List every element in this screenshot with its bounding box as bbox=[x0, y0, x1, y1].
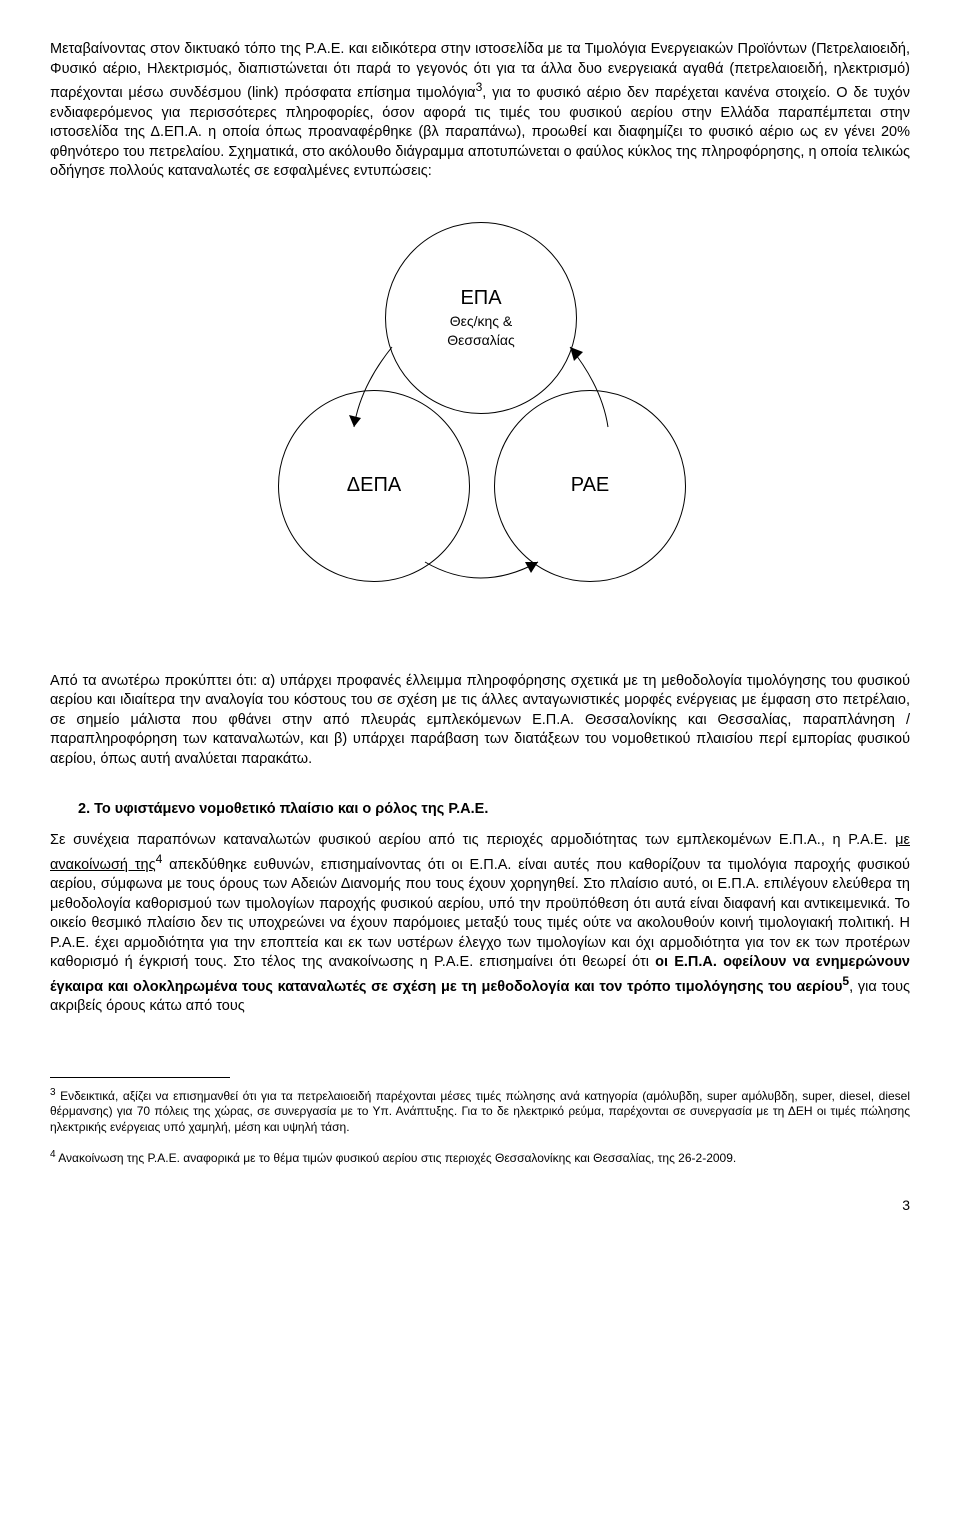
node-depa: ΔΕΠΑ bbox=[278, 390, 470, 582]
node-rae-label: ΡΑΕ bbox=[571, 472, 610, 499]
section-2-title: 2. Το υφιστάμενο νομοθετικό πλαίσιο και … bbox=[50, 800, 910, 820]
footnote-4: 4 Ανακοίνωση της Ρ.Α.Ε. αναφορικά με το … bbox=[50, 1148, 910, 1167]
paragraph-1: Μεταβαίνοντας στον δικτυακό τόπο της Ρ.Α… bbox=[50, 40, 910, 182]
diagram-container: ΕΠΑ Θες/κης & Θεσσαλίας ΔΕΠΑ ΡΑΕ bbox=[50, 222, 910, 622]
page-number: 3 bbox=[50, 1196, 910, 1215]
node-epa-title: ΕΠΑ bbox=[460, 285, 501, 312]
node-epa-sub1: Θες/κης & bbox=[450, 312, 513, 331]
footnote-3-text: Ενδεικτικά, αξίζει να επισημανθεί ότι γι… bbox=[50, 1089, 910, 1134]
node-epa: ΕΠΑ Θες/κης & Θεσσαλίας bbox=[385, 222, 577, 414]
paragraph-2: Από τα ανωτέρω προκύπτει ότι: α) υπάρχει… bbox=[50, 672, 910, 770]
para3-a: Σε συνέχεια παραπόνων καταναλωτών φυσικο… bbox=[50, 832, 895, 848]
node-epa-sub2: Θεσσαλίας bbox=[447, 331, 514, 350]
footnote-3: 3 Ενδεικτικά, αξίζει να επισημανθεί ότι … bbox=[50, 1086, 910, 1136]
paragraph-3: Σε συνέχεια παραπόνων καταναλωτών φυσικο… bbox=[50, 831, 910, 1017]
node-depa-label: ΔΕΠΑ bbox=[347, 472, 401, 499]
document-page: Μεταβαίνοντας στον δικτυακό τόπο της Ρ.Α… bbox=[0, 0, 960, 1255]
node-rae: ΡΑΕ bbox=[494, 390, 686, 582]
footnote-4-text: Ανακοίνωση της Ρ.Α.Ε. αναφορικά με το θέ… bbox=[56, 1151, 737, 1165]
footnote-rule bbox=[50, 1077, 230, 1078]
footnotes-block: 3 Ενδεικτικά, αξίζει να επισημανθεί ότι … bbox=[50, 1077, 910, 1166]
cycle-diagram: ΕΠΑ Θες/κης & Θεσσαλίας ΔΕΠΑ ΡΑΕ bbox=[250, 222, 710, 622]
